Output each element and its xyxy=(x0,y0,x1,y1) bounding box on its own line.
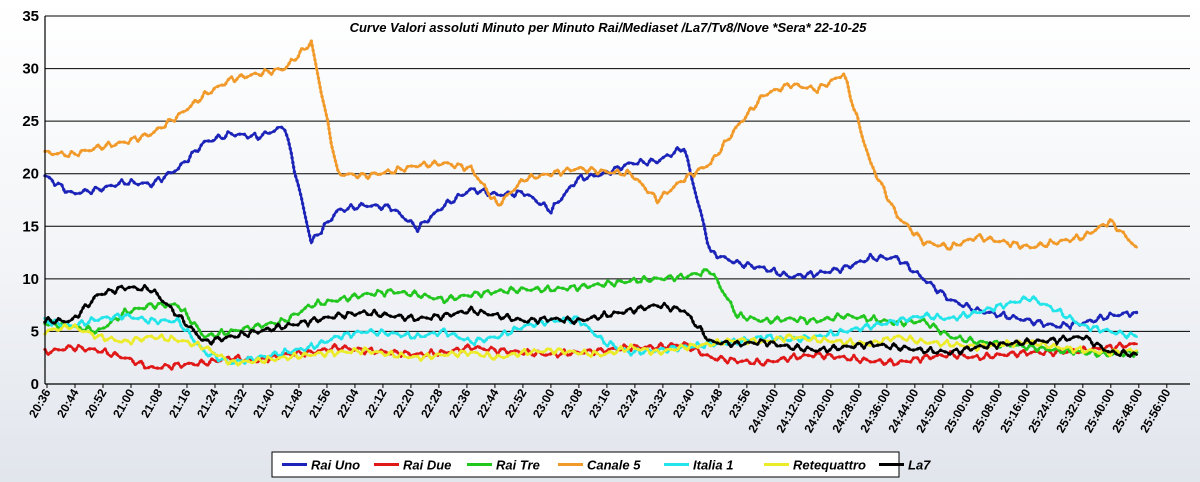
legend-label-la7: La7 xyxy=(908,458,931,473)
y-tick-label: 0 xyxy=(31,376,39,393)
y-tick-label: 10 xyxy=(22,271,39,288)
legend: Rai Uno Rai Due Rai Tre Canale 5 Italia 1 Ret… xyxy=(271,451,931,478)
y-tick-label: 20 xyxy=(22,166,39,183)
y-tick-label: 30 xyxy=(22,61,39,78)
series-markers-retequattro xyxy=(43,321,1139,369)
legend-label-canale-5: Canale 5 xyxy=(587,458,641,473)
series-markers-rai-uno xyxy=(43,125,1139,331)
legend-label-rai-uno: Rai Uno xyxy=(311,458,360,473)
y-tick-label: 25 xyxy=(22,113,39,130)
legend-label-italia-1: Italia 1 xyxy=(693,458,733,473)
series-markers-la7 xyxy=(43,282,1139,360)
y-tick-label: 5 xyxy=(31,323,39,340)
legend-label-rai-tre: Rai Tre xyxy=(496,458,540,473)
legend-label-rai-due: Rai Due xyxy=(403,458,451,473)
series-markers-rai-tre xyxy=(43,267,1139,360)
chart-title: Curve Valori assoluti Minuto per Minuto … xyxy=(350,20,868,35)
legend-label-retequattro: Retequattro xyxy=(793,458,866,473)
series-markers-rai-due xyxy=(43,339,1139,373)
series-lines xyxy=(43,35,1139,373)
series-markers-canale-5 xyxy=(43,35,1139,252)
y-tick-label: 35 xyxy=(22,8,39,25)
y-tick-label: 15 xyxy=(22,218,39,235)
